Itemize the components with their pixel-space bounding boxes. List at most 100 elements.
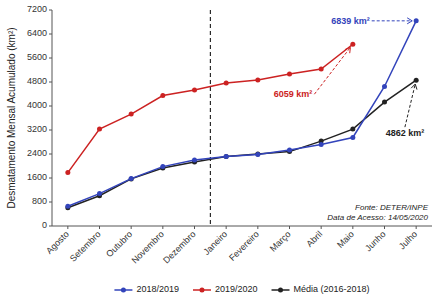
point <box>129 176 134 181</box>
legend-marker <box>278 288 283 293</box>
x-tick-label: Fevereiro <box>227 229 261 263</box>
x-tick <box>257 226 258 229</box>
point <box>414 78 419 83</box>
point <box>65 170 70 175</box>
x-tick-label: Março <box>268 229 293 254</box>
point <box>224 80 229 85</box>
series-line <box>68 21 416 206</box>
point <box>319 67 324 72</box>
y-axis-label: Desmatamento Mensal Acumulado (km²) <box>6 27 17 208</box>
x-tick-label: Julho <box>397 229 419 251</box>
point <box>287 71 292 76</box>
legend-label: 2019/2020 <box>215 284 258 294</box>
x-axis-line <box>52 226 432 227</box>
divider-line <box>210 10 211 226</box>
y-tick <box>49 82 52 83</box>
x-tick-label: Junho <box>363 229 387 253</box>
point <box>224 154 229 159</box>
legend-item: Média (2016-2018) <box>272 284 370 294</box>
y-tick-label: 4800 <box>27 76 47 86</box>
point <box>350 42 355 47</box>
x-tick <box>289 226 290 229</box>
y-tick <box>49 58 52 59</box>
y-tick <box>49 130 52 131</box>
x-tick-label: Abril <box>304 229 324 249</box>
plot-area <box>65 10 418 226</box>
point <box>255 77 260 82</box>
point <box>97 191 102 196</box>
x-tick-label: Setembro <box>68 229 103 264</box>
point <box>255 152 260 157</box>
x-tick <box>194 226 195 229</box>
y-tick <box>49 202 52 203</box>
x-tick <box>131 226 132 229</box>
point <box>224 154 229 159</box>
point <box>160 164 165 169</box>
annotation-arrowhead <box>407 18 412 24</box>
point <box>382 84 387 89</box>
point <box>65 204 70 209</box>
x-tick <box>162 226 163 229</box>
y-tick-label: 2400 <box>27 148 47 158</box>
annotation: 6839 km² <box>331 16 370 26</box>
x-tick-label: Dezembro <box>161 229 197 265</box>
annotation-arrow <box>314 47 350 94</box>
point <box>350 127 355 132</box>
legend-label: Média (2016-2018) <box>294 284 370 294</box>
y-tick-label: 0 <box>42 220 47 230</box>
annotation-arrow <box>405 84 415 127</box>
point <box>255 152 260 157</box>
y-tick-label: 3200 <box>27 124 47 134</box>
y-tick <box>49 34 52 35</box>
series-line <box>68 44 353 172</box>
legend-item: 2019/2020 <box>193 284 258 294</box>
y-tick-label: 5600 <box>27 52 47 62</box>
point <box>287 148 292 153</box>
point <box>414 18 419 23</box>
x-tick-label: Maio <box>335 229 356 250</box>
annotation-arrow <box>372 20 412 21</box>
x-tick <box>321 226 322 229</box>
x-tick-label: Outubro <box>104 229 134 259</box>
legend-marker <box>121 288 126 293</box>
legend-label: 2018/2019 <box>136 284 179 294</box>
annotation-arrowhead <box>345 47 350 53</box>
point <box>382 100 387 105</box>
point <box>319 142 324 147</box>
series <box>65 42 355 175</box>
y-tick <box>49 10 52 11</box>
legend: 2018/2019 2019/2020 Média (2016-2018) <box>114 284 369 294</box>
x-tick <box>384 226 385 229</box>
point <box>129 112 134 117</box>
point <box>192 158 197 163</box>
x-tick <box>226 226 227 229</box>
x-tick-label: Janeiro <box>201 229 229 257</box>
y-tick-label: 1600 <box>27 172 47 182</box>
y-tick-label: 800 <box>32 196 47 206</box>
y-tick <box>49 106 52 107</box>
point <box>350 135 355 140</box>
source-text: Fonte: DETER/INPEData de Acesso: 14/05/2… <box>327 203 428 222</box>
y-tick <box>49 226 52 227</box>
legend-item: 2018/2019 <box>114 284 179 294</box>
series <box>65 18 418 208</box>
annotation: 6059 km² <box>274 89 313 99</box>
y-tick-label: 4000 <box>27 100 47 110</box>
x-tick-label: Novembro <box>129 229 165 265</box>
point <box>160 93 165 98</box>
annotation: 4862 km² <box>386 128 425 138</box>
series-line <box>68 80 416 208</box>
point <box>129 176 134 181</box>
x-tick-label: Agosto <box>44 229 71 256</box>
x-tick <box>352 226 353 229</box>
series <box>65 78 418 211</box>
y-tick <box>49 154 52 155</box>
x-tick <box>67 226 68 229</box>
point <box>192 88 197 93</box>
chart: 080016002400320040004800560064007200Agos… <box>0 0 442 301</box>
y-tick-label: 7200 <box>27 4 47 14</box>
y-tick <box>49 178 52 179</box>
point <box>97 127 102 132</box>
x-tick <box>99 226 100 229</box>
legend-marker <box>199 288 204 293</box>
